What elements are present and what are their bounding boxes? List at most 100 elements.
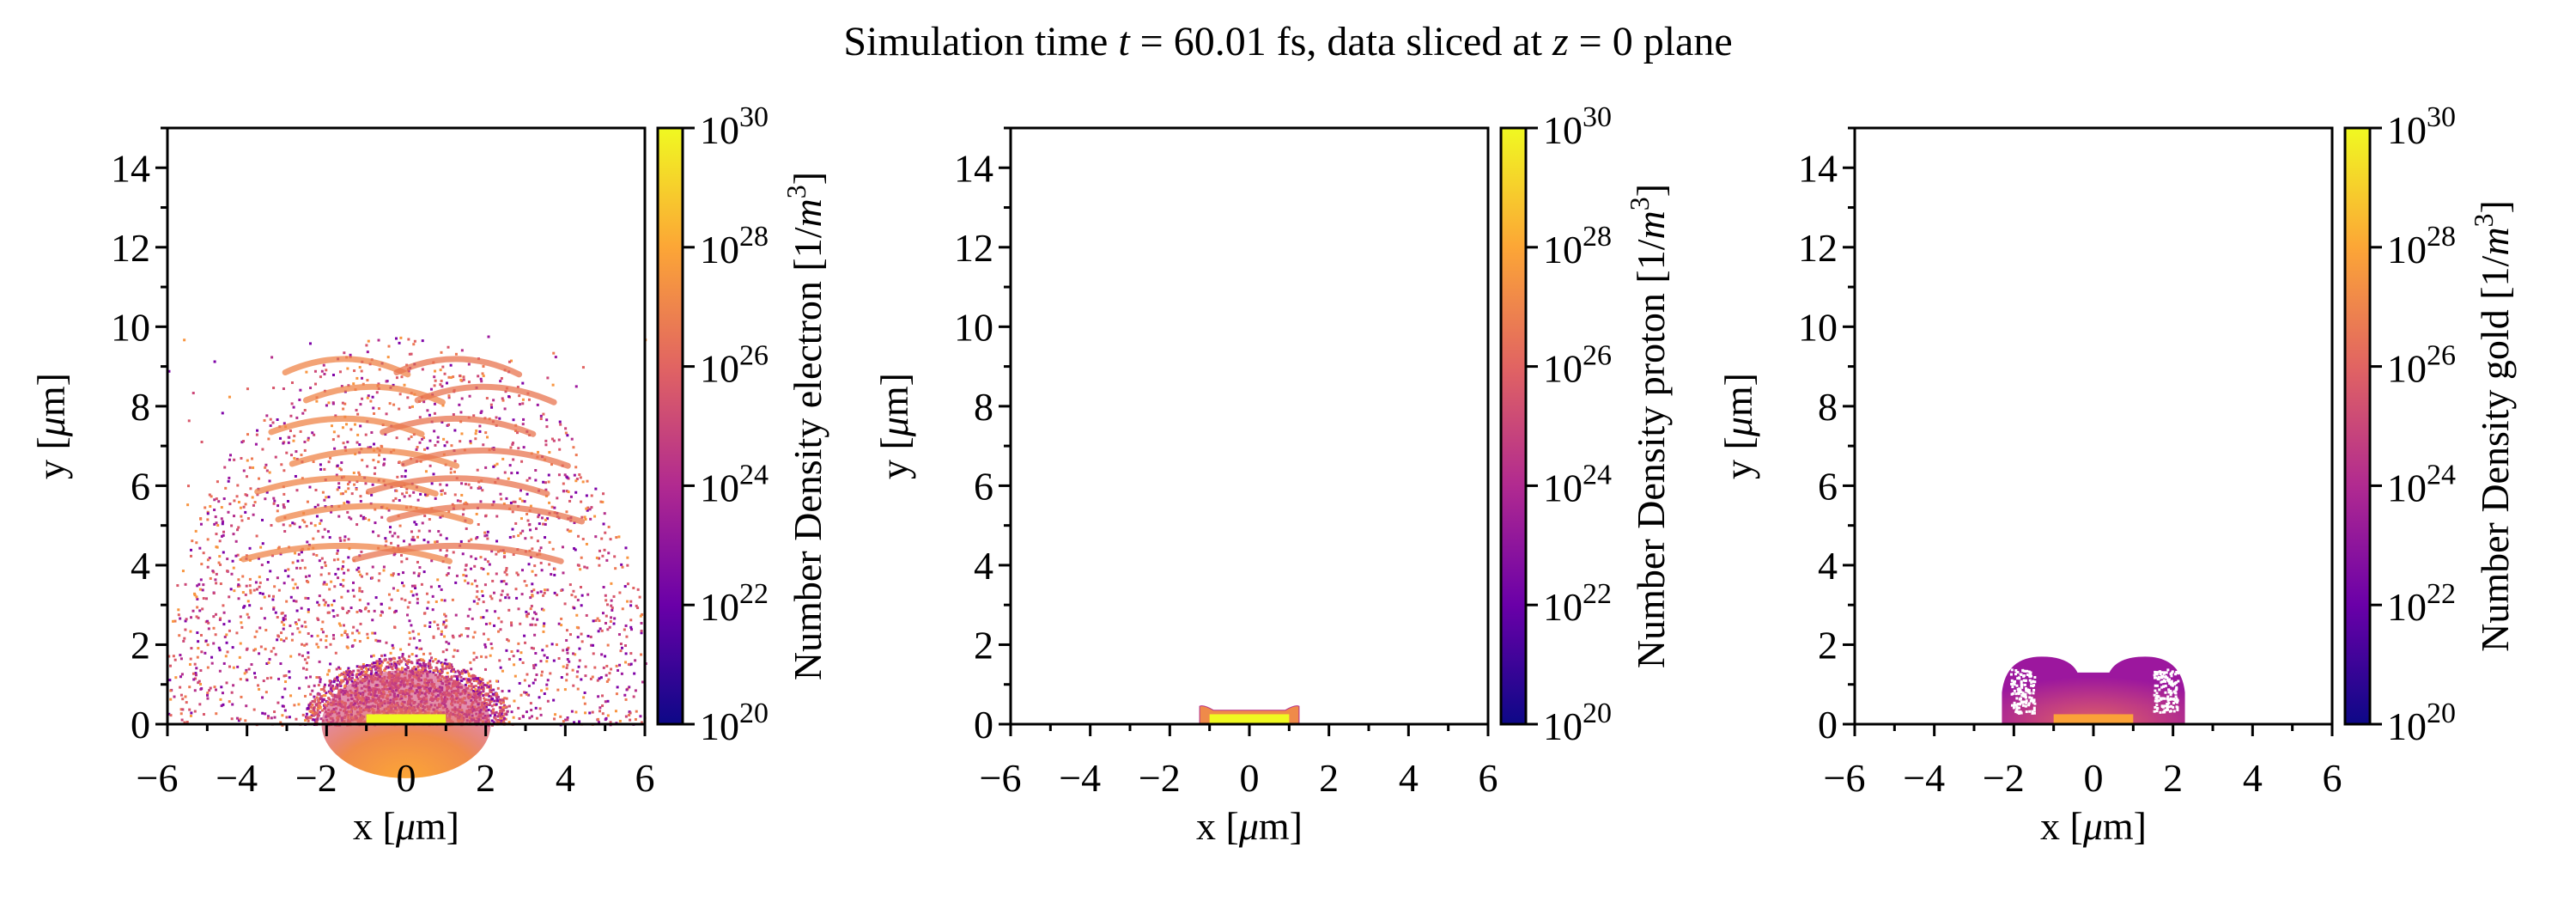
density-point bbox=[345, 682, 349, 686]
void-speck bbox=[2012, 704, 2015, 707]
density-point bbox=[358, 443, 361, 447]
density-point bbox=[353, 369, 356, 373]
density-point bbox=[388, 657, 392, 661]
density-point bbox=[352, 471, 355, 474]
density-point bbox=[392, 572, 395, 576]
density-point bbox=[452, 669, 455, 673]
density-point bbox=[501, 669, 504, 673]
density-point bbox=[283, 506, 286, 509]
density-point bbox=[539, 417, 543, 421]
density-point bbox=[530, 605, 533, 608]
density-point bbox=[499, 666, 502, 669]
density-point bbox=[361, 517, 365, 521]
void-speck bbox=[2030, 697, 2033, 700]
void-speck bbox=[2173, 691, 2177, 694]
density-point bbox=[305, 643, 308, 646]
density-point bbox=[483, 697, 486, 700]
density-point bbox=[336, 676, 339, 680]
density-point bbox=[318, 660, 321, 663]
y-tick-label: 8 bbox=[974, 385, 993, 429]
density-point bbox=[472, 651, 476, 655]
density-point bbox=[402, 584, 405, 588]
density-point bbox=[360, 369, 363, 373]
density-point bbox=[501, 715, 505, 718]
density-point bbox=[459, 633, 463, 637]
density-point bbox=[325, 645, 328, 649]
density-point bbox=[595, 556, 598, 559]
density-point bbox=[232, 666, 235, 669]
density-point bbox=[444, 555, 447, 558]
density-point bbox=[542, 594, 545, 597]
density-point bbox=[393, 662, 397, 666]
density-point bbox=[406, 613, 410, 617]
density-point bbox=[345, 423, 349, 426]
void-speck bbox=[2159, 673, 2162, 676]
density-point bbox=[509, 501, 513, 504]
density-point bbox=[340, 680, 343, 684]
density-point bbox=[340, 595, 343, 599]
density-point bbox=[422, 436, 426, 440]
void-speck bbox=[2153, 693, 2156, 697]
density-point bbox=[417, 659, 421, 662]
density-point bbox=[355, 376, 359, 380]
density-point bbox=[390, 541, 393, 545]
density-point bbox=[311, 699, 314, 703]
density-point bbox=[490, 710, 494, 713]
density-point bbox=[626, 564, 629, 567]
density-point bbox=[420, 582, 423, 586]
density-point bbox=[173, 619, 177, 623]
y-tick-label: 12 bbox=[1798, 226, 1838, 270]
density-point bbox=[258, 585, 261, 588]
density-point bbox=[435, 539, 439, 543]
density-point bbox=[254, 442, 258, 446]
density-point bbox=[475, 595, 478, 599]
density-point bbox=[248, 584, 252, 588]
density-point bbox=[307, 719, 310, 722]
density-point bbox=[321, 700, 325, 704]
density-point bbox=[268, 479, 271, 483]
density-point bbox=[428, 667, 431, 670]
density-point bbox=[410, 661, 414, 665]
density-point bbox=[202, 597, 205, 600]
density-point bbox=[565, 629, 568, 632]
density-point bbox=[617, 535, 621, 539]
density-point bbox=[467, 539, 471, 543]
y-tick-label: 8 bbox=[1818, 385, 1838, 429]
density-point bbox=[443, 444, 447, 448]
density-point bbox=[273, 585, 276, 588]
density-point bbox=[337, 689, 341, 692]
void-speck bbox=[2174, 673, 2178, 676]
density-point bbox=[406, 661, 410, 665]
density-point bbox=[374, 671, 378, 674]
density-point bbox=[640, 629, 643, 632]
density-point bbox=[416, 601, 419, 605]
density-point bbox=[355, 673, 358, 677]
density-point bbox=[490, 704, 494, 708]
density-point bbox=[261, 711, 264, 715]
density-point bbox=[191, 392, 195, 395]
density-point bbox=[352, 669, 355, 673]
void-speck bbox=[2160, 680, 2163, 684]
density-point bbox=[264, 648, 267, 651]
colorbar-tick-label: 1020 bbox=[1543, 698, 1612, 748]
density-point bbox=[292, 599, 295, 602]
density-point bbox=[371, 395, 374, 399]
density-point bbox=[374, 508, 377, 511]
density-point bbox=[401, 655, 404, 658]
density-point bbox=[499, 709, 502, 712]
density-point bbox=[357, 669, 361, 673]
density-point bbox=[585, 613, 588, 617]
density-point bbox=[312, 460, 315, 463]
density-point bbox=[511, 510, 514, 514]
colorbar-tick-label: 1030 bbox=[700, 101, 769, 152]
density-point bbox=[264, 712, 267, 716]
density-point bbox=[206, 558, 210, 562]
density-point bbox=[276, 576, 279, 580]
density-point bbox=[177, 608, 180, 612]
density-point bbox=[232, 533, 235, 536]
density-point bbox=[200, 563, 204, 566]
density-point bbox=[372, 661, 375, 665]
density-point bbox=[548, 540, 551, 544]
density-point bbox=[497, 617, 501, 620]
